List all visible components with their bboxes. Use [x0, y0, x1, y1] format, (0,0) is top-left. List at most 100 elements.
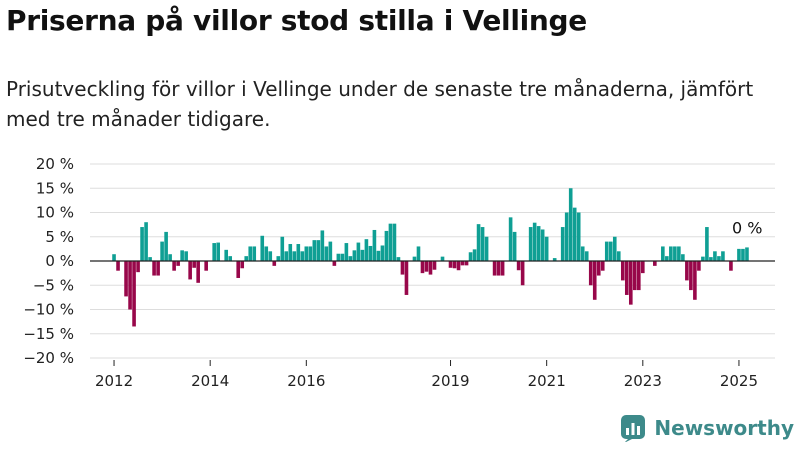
bar: [324, 246, 329, 261]
bars: [112, 188, 749, 327]
bar: [184, 251, 188, 261]
bar: [596, 261, 601, 276]
bar: [196, 261, 200, 283]
bar: [484, 236, 489, 261]
y-axis-labels: 20 % 15 % 10 % 5 % 0 % −5 % −10 % −15 % −20 %: [23, 155, 74, 367]
grid-lines: [90, 163, 775, 359]
x-tick-label: 2014: [191, 372, 229, 390]
bar: [480, 227, 485, 261]
bar: [745, 247, 749, 261]
bar: [304, 246, 309, 261]
bar: [552, 258, 557, 261]
x-tick-label: 2023: [624, 372, 662, 390]
bar: [160, 241, 164, 261]
bar: [544, 236, 549, 261]
bar: [717, 256, 721, 261]
bar: [568, 188, 573, 261]
bar: [172, 261, 176, 271]
x-tick-label: 2019: [431, 372, 469, 390]
bar: [512, 231, 517, 261]
brand-name: Newsworthy: [654, 416, 794, 440]
bar: [380, 245, 385, 261]
bar: [260, 235, 265, 261]
chart-title: Priserna på villor stod stilla i Velling…: [6, 4, 587, 37]
bar: [268, 251, 273, 261]
y-tick-label: 0 %: [45, 252, 74, 270]
bar: [132, 261, 136, 327]
bar: [240, 261, 245, 269]
bar: [693, 261, 697, 300]
bar: [496, 261, 501, 276]
bar: [136, 261, 140, 273]
bar: [420, 261, 425, 274]
bar: [144, 222, 148, 261]
bar: [641, 261, 645, 274]
bar: [628, 261, 633, 305]
bar: [236, 261, 241, 278]
bar: [368, 245, 373, 261]
x-tick-label: 2016: [287, 372, 325, 390]
bar: [709, 257, 713, 261]
bar: [288, 244, 293, 261]
bar: [348, 256, 353, 261]
bar: [276, 256, 281, 261]
bar: [432, 261, 437, 270]
bar: [452, 261, 457, 269]
bar: [721, 251, 725, 261]
bar: [400, 261, 405, 275]
bar: [388, 223, 393, 261]
bar: [500, 261, 505, 276]
bar: [468, 252, 473, 261]
bar: [508, 217, 513, 261]
bar: [404, 261, 409, 295]
bar: [332, 261, 337, 266]
bar: [536, 226, 541, 261]
bar: [448, 261, 453, 268]
bar: [264, 246, 269, 261]
bar: [729, 261, 733, 271]
bar: [308, 246, 313, 261]
bar: [328, 241, 333, 261]
bar: [364, 239, 369, 261]
bar: [272, 261, 277, 266]
y-tick-label: 10 %: [36, 204, 74, 222]
bar: [168, 254, 172, 261]
bar: [192, 261, 196, 268]
bar: [148, 257, 152, 261]
bar: [588, 261, 593, 286]
bar: [140, 227, 144, 261]
bar: [472, 249, 477, 261]
y-tick-label: −10 %: [23, 301, 74, 319]
bar: [572, 207, 577, 261]
bar: [697, 261, 701, 271]
bar: [685, 261, 689, 281]
y-tick-label: 20 %: [36, 155, 74, 173]
y-tick-label: −15 %: [23, 325, 74, 343]
bar: [492, 261, 497, 276]
bar: [632, 261, 637, 291]
bar: [412, 256, 417, 261]
bar: [224, 249, 229, 261]
bar: [340, 253, 345, 261]
bar: [284, 251, 289, 261]
y-tick-label: 15 %: [36, 179, 74, 197]
bar: [661, 246, 665, 261]
bar: [580, 246, 585, 261]
bar: [620, 261, 625, 281]
bar: [244, 256, 249, 261]
bar: [116, 261, 120, 271]
bar: [665, 256, 669, 261]
bar: [669, 246, 673, 261]
bar: [352, 250, 357, 261]
bar: [584, 251, 589, 261]
bar: [360, 249, 365, 261]
x-tick-label: 2025: [720, 372, 758, 390]
bar: [608, 241, 613, 261]
bar: [336, 253, 341, 261]
bar: [681, 254, 685, 261]
bar: [164, 231, 168, 261]
y-tick-label: −20 %: [23, 349, 74, 367]
bar: [204, 261, 208, 271]
bar: [637, 261, 641, 291]
bar: [600, 261, 605, 271]
